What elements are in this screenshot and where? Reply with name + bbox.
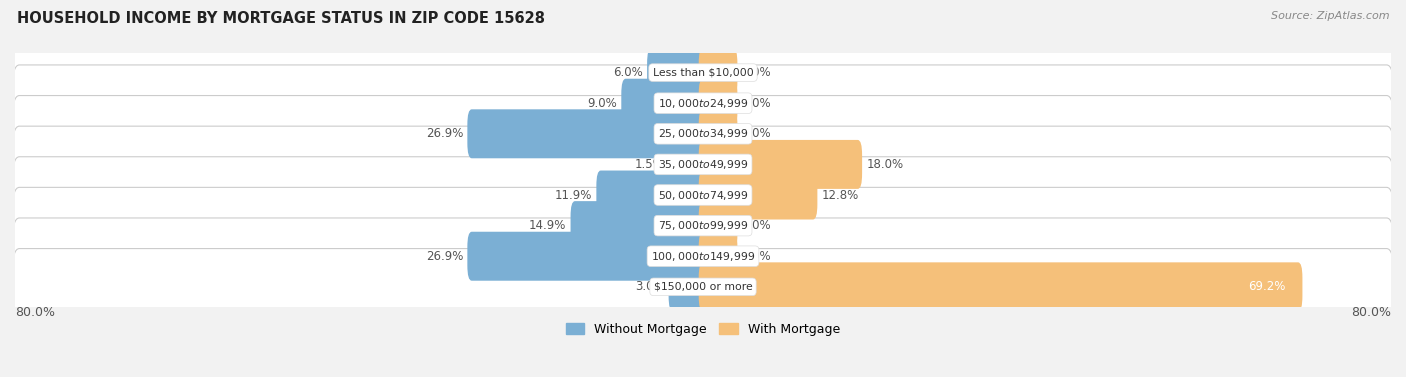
Text: $35,000 to $49,999: $35,000 to $49,999: [658, 158, 748, 171]
Text: 0.0%: 0.0%: [742, 66, 772, 79]
FancyBboxPatch shape: [699, 140, 862, 189]
FancyBboxPatch shape: [669, 140, 707, 189]
Text: 3.0%: 3.0%: [634, 280, 664, 293]
Text: 18.0%: 18.0%: [866, 158, 904, 171]
Text: $100,000 to $149,999: $100,000 to $149,999: [651, 250, 755, 263]
Text: 80.0%: 80.0%: [15, 306, 55, 319]
Text: 0.0%: 0.0%: [742, 97, 772, 110]
Text: 9.0%: 9.0%: [588, 97, 617, 110]
FancyBboxPatch shape: [13, 248, 1393, 325]
FancyBboxPatch shape: [699, 109, 737, 158]
Text: HOUSEHOLD INCOME BY MORTGAGE STATUS IN ZIP CODE 15628: HOUSEHOLD INCOME BY MORTGAGE STATUS IN Z…: [17, 11, 546, 26]
Text: 0.0%: 0.0%: [742, 127, 772, 140]
Text: 12.8%: 12.8%: [821, 188, 859, 202]
Text: 11.9%: 11.9%: [555, 188, 592, 202]
FancyBboxPatch shape: [467, 109, 707, 158]
Text: $75,000 to $99,999: $75,000 to $99,999: [658, 219, 748, 232]
Text: 26.9%: 26.9%: [426, 127, 463, 140]
FancyBboxPatch shape: [571, 201, 707, 250]
FancyBboxPatch shape: [596, 170, 707, 219]
FancyBboxPatch shape: [669, 262, 707, 311]
FancyBboxPatch shape: [13, 65, 1393, 141]
Text: 26.9%: 26.9%: [426, 250, 463, 263]
FancyBboxPatch shape: [647, 48, 707, 97]
Text: $50,000 to $74,999: $50,000 to $74,999: [658, 188, 748, 202]
Text: 0.0%: 0.0%: [742, 250, 772, 263]
FancyBboxPatch shape: [13, 126, 1393, 203]
FancyBboxPatch shape: [13, 218, 1393, 294]
FancyBboxPatch shape: [13, 157, 1393, 233]
Text: Source: ZipAtlas.com: Source: ZipAtlas.com: [1271, 11, 1389, 21]
FancyBboxPatch shape: [467, 232, 707, 281]
FancyBboxPatch shape: [699, 262, 1302, 311]
FancyBboxPatch shape: [621, 79, 707, 128]
Legend: Without Mortgage, With Mortgage: Without Mortgage, With Mortgage: [561, 318, 845, 341]
FancyBboxPatch shape: [699, 201, 737, 250]
Text: $10,000 to $24,999: $10,000 to $24,999: [658, 97, 748, 110]
FancyBboxPatch shape: [699, 48, 737, 97]
Text: 0.0%: 0.0%: [742, 219, 772, 232]
FancyBboxPatch shape: [13, 95, 1393, 172]
FancyBboxPatch shape: [699, 79, 737, 128]
Text: Less than $10,000: Less than $10,000: [652, 67, 754, 78]
Text: $25,000 to $34,999: $25,000 to $34,999: [658, 127, 748, 140]
Text: 14.9%: 14.9%: [529, 219, 567, 232]
FancyBboxPatch shape: [699, 232, 737, 281]
FancyBboxPatch shape: [699, 170, 817, 219]
FancyBboxPatch shape: [13, 187, 1393, 264]
FancyBboxPatch shape: [13, 34, 1393, 111]
Text: 6.0%: 6.0%: [613, 66, 643, 79]
Text: 80.0%: 80.0%: [1351, 306, 1391, 319]
Text: $150,000 or more: $150,000 or more: [654, 282, 752, 292]
Text: 1.5%: 1.5%: [634, 158, 664, 171]
Text: 69.2%: 69.2%: [1249, 280, 1285, 293]
